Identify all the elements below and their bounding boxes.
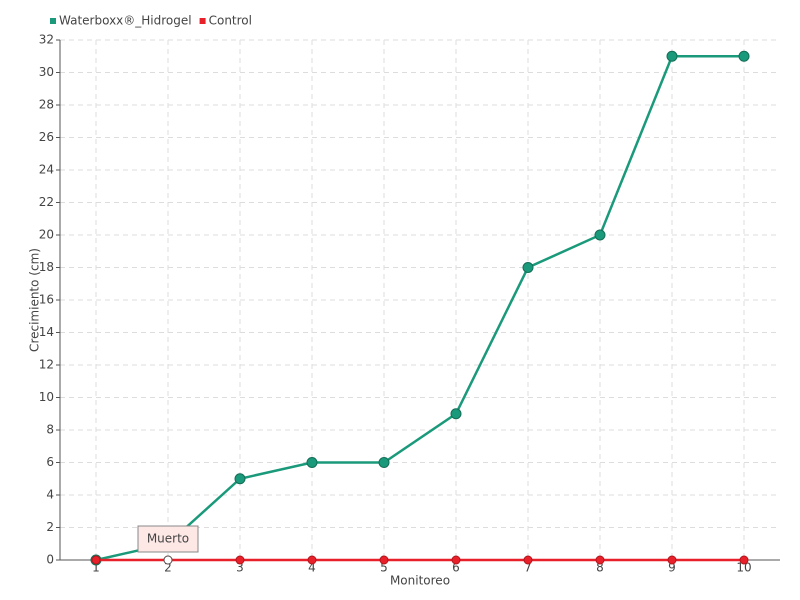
series-line	[95, 55, 744, 562]
x-tick-label: 10	[736, 561, 751, 575]
data-point	[450, 408, 462, 420]
y-tick-label: 4	[46, 488, 54, 502]
y-tick-label: 26	[39, 130, 54, 144]
hover-point	[163, 555, 173, 565]
y-tick-label: 20	[39, 228, 54, 242]
data-point	[522, 262, 534, 273]
data-point	[739, 555, 749, 565]
data-point	[235, 555, 245, 565]
data-point	[307, 555, 317, 565]
legend-swatch	[50, 18, 56, 24]
data-point	[594, 229, 606, 241]
data-point	[666, 50, 678, 62]
y-axis-label: Crecimiento (cm)	[28, 248, 42, 352]
data-point	[379, 555, 389, 565]
x-tick-label: 5	[380, 561, 388, 575]
x-tick-label: 8	[596, 561, 604, 575]
y-tick-label: 2	[46, 520, 54, 534]
legend-label: Waterboxx®_Hidrogel	[59, 14, 192, 28]
data-point	[595, 555, 605, 565]
x-tick-label: 3	[236, 561, 244, 575]
x-tick-label: 6	[452, 561, 460, 575]
y-tick-label: 28	[39, 98, 54, 112]
y-tick-label: 0	[46, 553, 54, 567]
tooltip-box	[137, 525, 199, 553]
tooltip-text: Muerto	[147, 532, 189, 546]
x-tick-label: 2	[164, 561, 172, 575]
y-tick-label: 32	[39, 33, 54, 47]
y-tick-label: 22	[39, 195, 54, 209]
legend-swatch	[199, 18, 206, 24]
data-point	[451, 555, 461, 565]
y-tick-label: 16	[39, 293, 54, 307]
data-point	[738, 50, 750, 62]
x-tick-label: 7	[524, 561, 532, 575]
y-tick-label: 24	[39, 163, 54, 177]
data-point	[306, 457, 318, 468]
y-tick-label: 10	[39, 390, 54, 404]
y-tick-label: 30	[39, 65, 54, 79]
legend-label: Control	[209, 14, 252, 28]
y-tick-label: 18	[39, 260, 54, 274]
y-tick-label: 6	[46, 455, 54, 469]
x-axis-label: Monitoreo	[390, 574, 450, 588]
x-tick-label: 9	[668, 561, 676, 575]
y-tick-label: 12	[39, 358, 54, 372]
data-point	[523, 555, 533, 565]
x-tick-label: 1	[92, 561, 100, 575]
y-tick-label: 14	[39, 325, 54, 339]
data-point	[667, 555, 677, 565]
data-point	[91, 555, 101, 565]
data-point	[234, 473, 246, 485]
y-tick-label: 8	[46, 423, 54, 437]
data-point	[378, 457, 390, 468]
x-tick-label: 4	[308, 561, 316, 575]
